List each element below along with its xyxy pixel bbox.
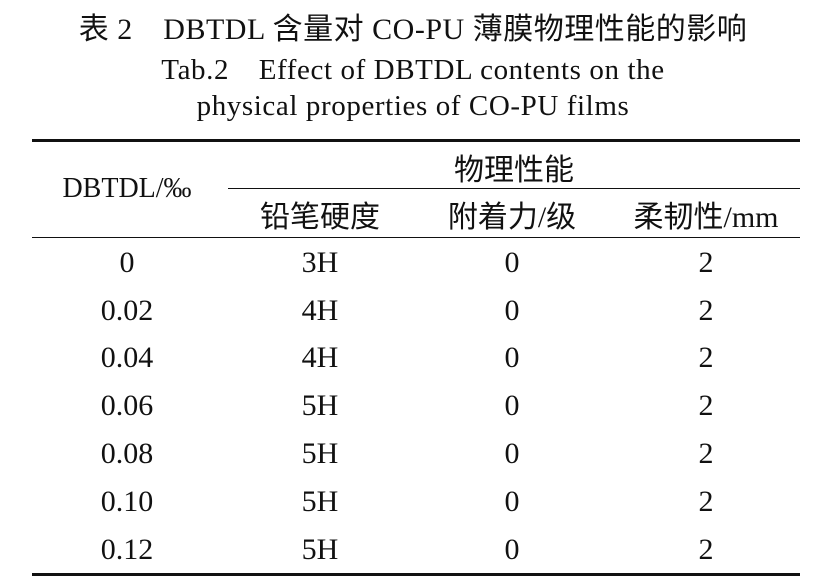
cell-dbtdl: 0.06: [100, 389, 154, 422]
cell-adhesion: 0: [504, 485, 520, 518]
cell-dbtdl: 0.02: [100, 294, 154, 327]
column-header-pencil-hardness: 铅笔硬度: [260, 201, 380, 234]
cell-flexibility: 2: [698, 533, 714, 566]
table-row: 0.10 5H 0 2: [0, 478, 826, 526]
cell-flexibility: 2: [698, 389, 714, 422]
cell-pencil-hardness: 3H: [301, 246, 339, 279]
table-row: 0.06 5H 0 2: [0, 382, 826, 430]
cell-adhesion: 0: [504, 341, 520, 374]
cell-dbtdl: 0.10: [100, 485, 154, 518]
cell-pencil-hardness: 4H: [301, 294, 339, 327]
table-caption-english-line-1: Tab.2 Effect of DBTDL contents on the: [161, 54, 665, 86]
cell-dbtdl: 0.08: [100, 437, 154, 470]
table-row: 0 3H 0 2: [0, 239, 826, 287]
table-row: 0.02 4H 0 2: [0, 287, 826, 335]
table-caption-chinese: 表 2 DBTDL 含量对 CO-PU 薄膜物理性能的影响: [78, 13, 748, 46]
table-row: 0.12 5H 0 2: [0, 526, 826, 574]
table-header-rule: [32, 237, 800, 239]
cell-adhesion: 0: [504, 437, 520, 470]
cell-adhesion: 0: [504, 294, 520, 327]
cell-pencil-hardness: 5H: [301, 437, 339, 470]
table-row: 0.04 4H 0 2: [0, 334, 826, 382]
cell-pencil-hardness: 5H: [301, 485, 339, 518]
cell-flexibility: 2: [698, 294, 714, 327]
table-row: 0.08 5H 0 2: [0, 430, 826, 478]
cell-flexibility: 2: [698, 341, 714, 374]
cell-pencil-hardness: 5H: [301, 533, 339, 566]
cell-pencil-hardness: 5H: [301, 389, 339, 422]
cell-flexibility: 2: [698, 437, 714, 470]
group-header-rule: [228, 188, 800, 190]
column-header-adhesion: 附着力/级: [447, 201, 577, 234]
cell-dbtdl: 0.04: [100, 341, 154, 374]
cell-flexibility: 2: [698, 246, 714, 279]
row-header-dbtdl: DBTDL/‰: [62, 173, 192, 204]
cell-dbtdl: 0: [119, 246, 135, 279]
cell-adhesion: 0: [504, 246, 520, 279]
table-bottom-rule: [32, 573, 800, 576]
group-header-physical-properties: 物理性能: [454, 153, 574, 187]
cell-adhesion: 0: [504, 389, 520, 422]
cell-flexibility: 2: [698, 485, 714, 518]
cell-dbtdl: 0.12: [100, 533, 154, 566]
cell-adhesion: 0: [504, 533, 520, 566]
column-header-flexibility: 柔韧性/mm: [633, 201, 779, 234]
table-caption-english-line-2: physical properties of CO-PU films: [196, 90, 630, 122]
table-top-rule: [32, 139, 800, 142]
cell-pencil-hardness: 4H: [301, 341, 339, 374]
